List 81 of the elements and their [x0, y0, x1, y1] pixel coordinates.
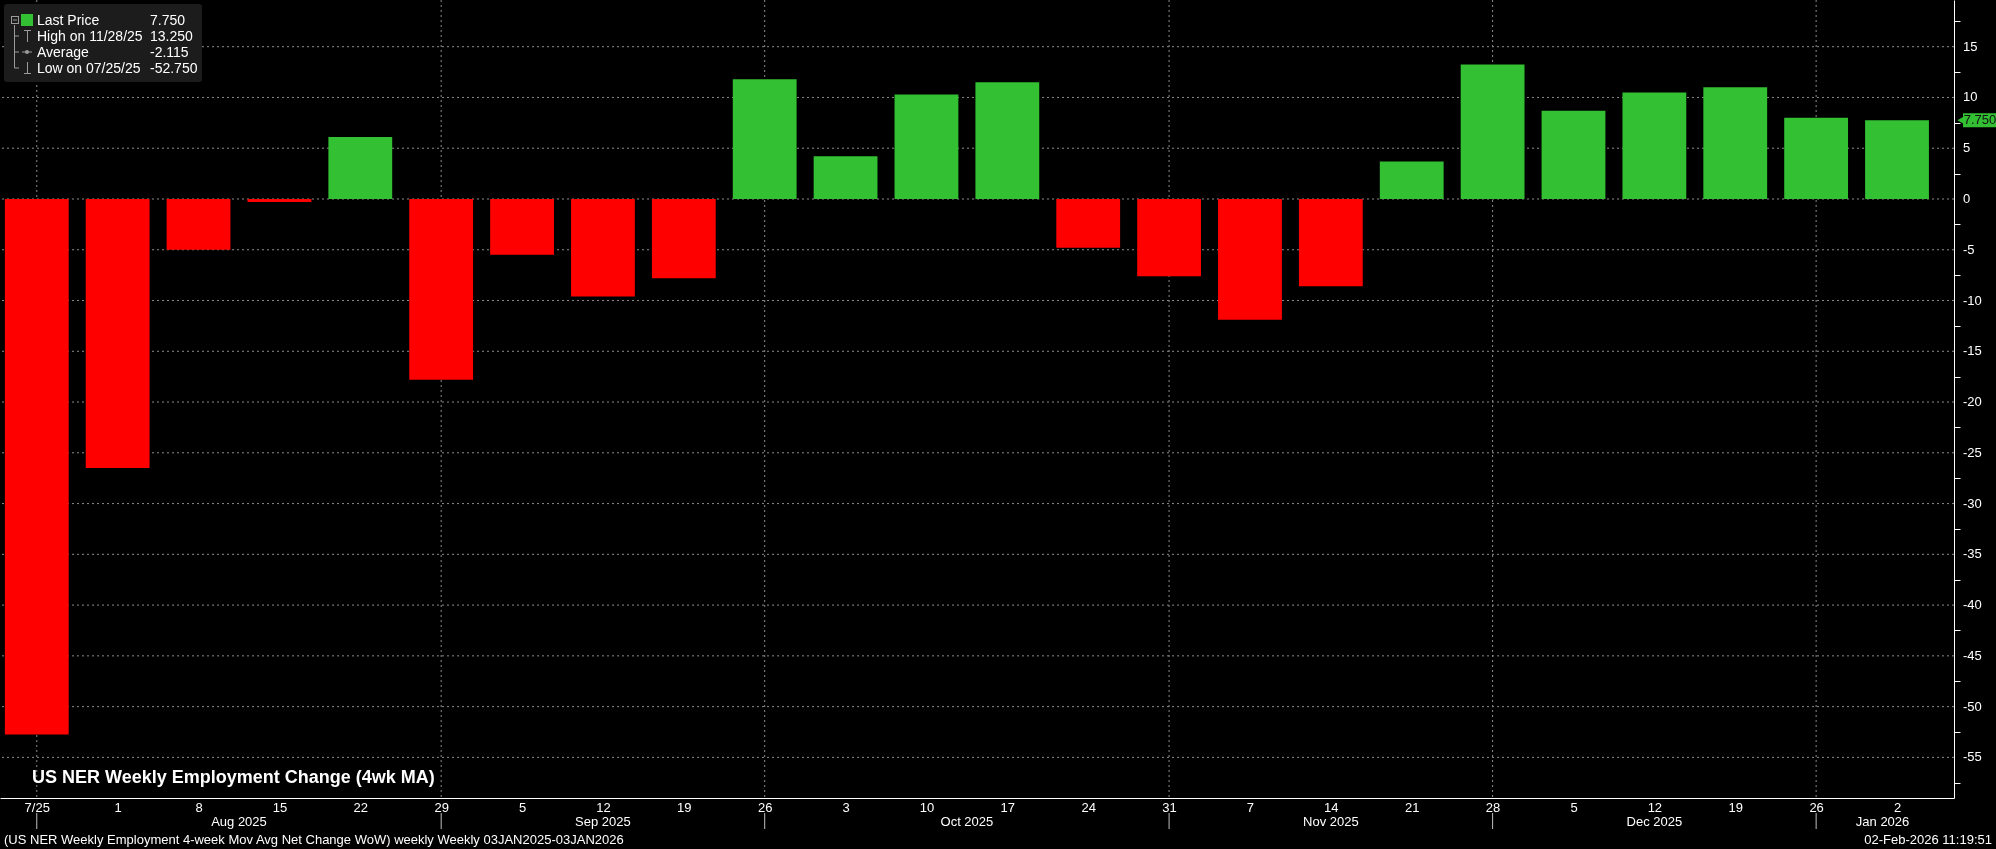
bar: [732, 79, 797, 199]
x-tick-label: 7: [1246, 799, 1255, 815]
x-tick-label: 12: [596, 799, 611, 815]
bar: [651, 198, 716, 279]
text: 7.750: [1963, 112, 1996, 128]
text: Jan 2026: [1855, 814, 1910, 829]
bar: [1460, 64, 1525, 199]
text: Nov 2025: [1303, 814, 1359, 829]
annotation: -52.750: [150, 60, 198, 76]
x-tick-label: 10: [919, 799, 935, 815]
annotation: High on 11/28/25: [37, 28, 143, 44]
text: Dec 2025: [1626, 814, 1683, 829]
bar: [975, 82, 1040, 199]
y-tick-label: -45: [1963, 647, 1982, 663]
y-tick-label: 0: [1963, 190, 1971, 206]
bar: [166, 198, 231, 250]
y-tick-label: -10: [1963, 292, 1982, 308]
bar: [1622, 92, 1687, 199]
bar: [409, 198, 474, 380]
y-tick-label: -15: [1963, 343, 1982, 359]
x-tick-label: 24: [1081, 799, 1096, 815]
y-tick-label: -20: [1963, 394, 1982, 410]
annotation: 13.250: [150, 28, 193, 44]
x-tick-label: 31: [1162, 799, 1177, 815]
x-tick-label: 5: [518, 799, 527, 815]
annotation: 7.750: [150, 12, 186, 28]
y-tick-label: -5: [1963, 241, 1975, 257]
x-tick-label: 26: [757, 799, 773, 815]
text: (US NER Weekly Employment 4-week Mov Avg Net Change WoW) weekly Weekly 03JAN2025-03JAN2026: [4, 832, 624, 847]
bar: [813, 156, 878, 199]
bar: [247, 198, 312, 203]
x-tick-label: 21: [1404, 799, 1420, 815]
x-tick-label: 12: [1647, 799, 1663, 815]
bar: [1784, 117, 1849, 199]
bar: [1298, 198, 1363, 287]
bar: [894, 94, 959, 199]
bar: [1703, 87, 1768, 199]
text: Oct 2025: [940, 814, 994, 829]
x-tick-label: 17: [1000, 799, 1016, 815]
bar: [1056, 198, 1121, 248]
bar: [571, 198, 635, 297]
y-tick-label: -55: [1963, 749, 1982, 765]
annotation: Average: [37, 44, 89, 60]
text: Sep 2025: [575, 814, 631, 829]
x-tick-label: 19: [677, 799, 692, 815]
x-tick-label: 1: [114, 799, 122, 815]
bar: [1541, 110, 1606, 199]
x-tick-label: 15: [272, 799, 288, 815]
y-tick-label: 5: [1963, 140, 1971, 156]
x-tick-label: 7/25: [24, 799, 50, 815]
x-tick-label: 28: [1485, 799, 1501, 815]
x-tick-label: 22: [353, 799, 369, 815]
x-tick-label: 8: [195, 799, 203, 815]
text: Aug 2025: [211, 814, 267, 829]
text: US NER Weekly Employment Change (4wk MA): [32, 767, 435, 787]
bar: [490, 198, 554, 255]
bar: [1218, 198, 1282, 320]
y-tick-label: -25: [1963, 444, 1982, 460]
x-tick-label: 19: [1728, 799, 1743, 815]
x-tick-label: 2: [1893, 799, 1902, 815]
y-tick-label: -30: [1963, 495, 1982, 511]
bar: [1137, 198, 1201, 277]
y-tick-label: -50: [1963, 698, 1982, 714]
text: 02-Feb-2026 11:19:51: [1864, 832, 1992, 847]
y-tick-label: -35: [1963, 546, 1982, 562]
y-tick-label: 10: [1963, 89, 1978, 105]
annotation: Last Price: [37, 12, 100, 28]
annotation: Low on 07/25/25: [37, 60, 141, 76]
x-tick-label: 5: [1570, 799, 1578, 815]
y-tick-label: -40: [1963, 597, 1982, 613]
bar: [4, 198, 69, 735]
bar: [1379, 161, 1444, 199]
x-tick-label: 29: [434, 799, 449, 815]
y-tick-label: 15: [1963, 38, 1978, 54]
bar: [85, 198, 150, 469]
bar: [1865, 120, 1929, 199]
x-tick-label: 14: [1324, 799, 1339, 815]
x-tick-label: 26: [1809, 799, 1824, 815]
annotation: -2.115: [150, 44, 189, 60]
bar: [328, 137, 393, 199]
x-tick-label: 3: [842, 799, 850, 815]
